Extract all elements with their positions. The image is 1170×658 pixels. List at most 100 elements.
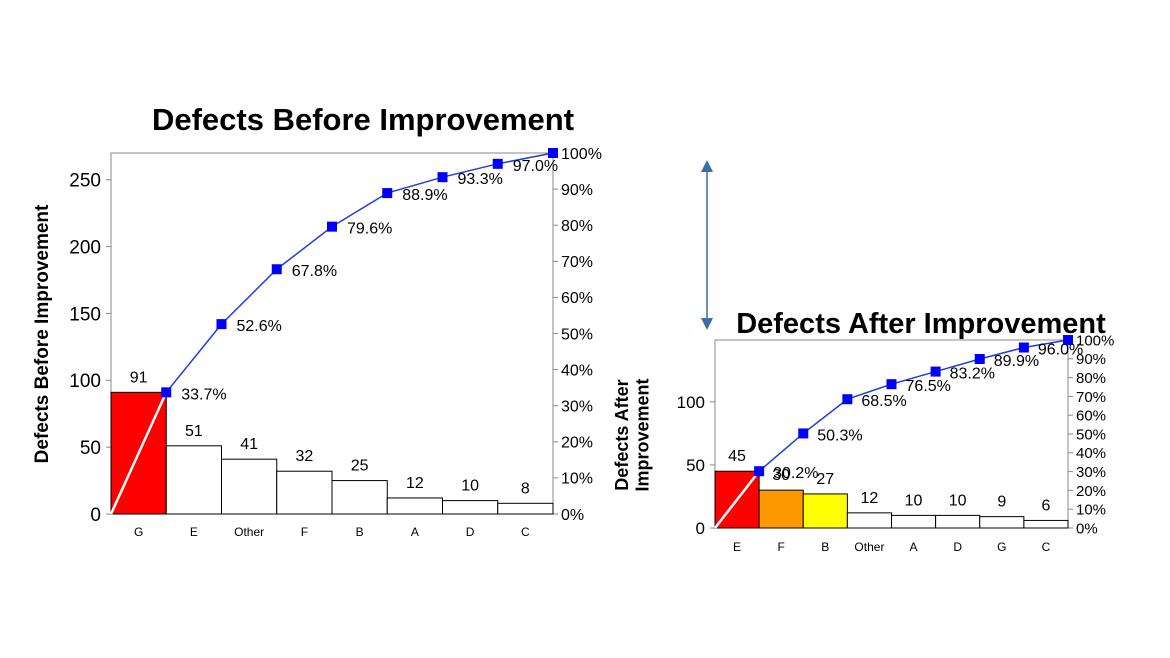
- cumulative-percent-label: 68.5%: [861, 393, 906, 410]
- cumulative-percent-label: 97.0%: [513, 158, 558, 175]
- bar-b: [331, 480, 388, 515]
- cumulative-marker: [548, 148, 558, 158]
- y2-tick-label: 50%: [561, 326, 593, 343]
- category-label: D: [466, 525, 475, 539]
- cumulative-marker: [974, 353, 985, 364]
- cumulative-percent-label: 52.6%: [237, 318, 282, 335]
- y-tick-label: 200: [69, 237, 101, 258]
- category-label: G: [134, 525, 143, 539]
- cumulative-line: [165, 152, 554, 393]
- bar-c: [497, 502, 554, 515]
- cumulative-marker: [161, 387, 172, 398]
- cumulative-marker: [930, 366, 941, 377]
- cumulative-line: [758, 339, 1069, 472]
- y-tick-label: 0: [696, 519, 705, 538]
- cumulative-percent-label: 89.9%: [994, 353, 1039, 370]
- y2-tick-label: 10%: [1076, 502, 1106, 519]
- category-label: C: [1042, 540, 1051, 554]
- bar-value-label: 32: [295, 448, 313, 465]
- cumulative-marker: [492, 158, 503, 169]
- cumulative-marker: [842, 394, 853, 405]
- category-label: C: [521, 525, 530, 539]
- y2-tick-label: 20%: [1076, 483, 1106, 500]
- chart-title: Defects After Improvement: [736, 308, 1106, 340]
- y2-tick-label: 100%: [1076, 332, 1114, 349]
- cumulative-marker: [886, 379, 897, 390]
- arrow-head-down: [701, 318, 713, 330]
- cumulative-percent-label: 76.5%: [906, 378, 951, 395]
- y-axis-label: Defects AfterImprovement: [612, 378, 653, 491]
- bar-value-label: 91: [130, 369, 148, 386]
- y2-tick-label: 30%: [1076, 464, 1106, 481]
- bar-value-label: 9: [997, 494, 1006, 511]
- y-tick-label: 100: [677, 393, 705, 412]
- cumulative-percent-label: 30.2%: [773, 465, 818, 482]
- category-label: A: [411, 525, 419, 539]
- cumulative-percent-label: 83.2%: [950, 366, 995, 383]
- y-axis-label: Defects Before Improvement: [32, 204, 53, 463]
- category-label: B: [356, 525, 364, 539]
- category-label: B: [821, 540, 829, 554]
- bar-value-label: 6: [1041, 497, 1050, 514]
- bar-value-label: 8: [521, 480, 530, 497]
- bar-value-label: 10: [461, 478, 479, 495]
- cumulative-start-segment: [714, 470, 761, 529]
- cumulative-marker: [327, 221, 337, 232]
- category-label: F: [301, 525, 308, 539]
- cumulative-marker: [437, 172, 448, 183]
- bar-other: [221, 458, 278, 515]
- bar-value-label: 25: [351, 458, 369, 475]
- category-label: D: [953, 540, 962, 554]
- chart-title: Defects Before Improvement: [152, 102, 574, 137]
- cumulative-percent-label: 93.3%: [458, 171, 503, 188]
- bar-value-label: 12: [406, 475, 424, 492]
- category-label: A: [910, 540, 918, 554]
- y2-tick-label: 80%: [1076, 370, 1106, 387]
- y2-tick-label: 50%: [1076, 426, 1106, 443]
- y2-tick-label: 90%: [561, 182, 593, 199]
- bar-d: [935, 514, 981, 529]
- y2-tick-label: 80%: [561, 218, 593, 235]
- y2-tick-label: 40%: [1076, 445, 1106, 462]
- cumulative-percent-label: 96.0%: [1038, 342, 1083, 359]
- chart-after: Defects After Improvement 0 50 100 0%10% 20% 3…: [612, 308, 1114, 554]
- bar-g: [979, 516, 1025, 529]
- bar-value-label: 30: [772, 467, 790, 484]
- cumulative-percent-label: 67.8%: [292, 263, 337, 280]
- cumulative-marker: [798, 428, 809, 439]
- y-tick-label: 50: [686, 456, 705, 475]
- bar-value-label: 27: [816, 471, 834, 488]
- y2-tick-label: 0%: [561, 507, 584, 524]
- y2-tick-label: 60%: [1076, 408, 1106, 425]
- bar-value-label: 45: [728, 448, 746, 465]
- cumulative-marker: [382, 188, 393, 199]
- cumulative-start-segment: [109, 391, 168, 515]
- bar-value-label: 51: [185, 423, 203, 440]
- y2-tick-label: 0%: [1076, 520, 1098, 537]
- y2-tick-label: 70%: [1076, 389, 1106, 406]
- category-label: G: [997, 540, 1006, 554]
- bar-f: [758, 489, 804, 529]
- bar-e: [165, 445, 222, 515]
- y2-tick-label: 70%: [561, 254, 593, 271]
- cumulative-marker: [271, 264, 282, 275]
- category-label: F: [778, 540, 785, 554]
- bar-value-label: 12: [861, 490, 879, 507]
- category-label: E: [190, 525, 198, 539]
- chart-before: Defects Before Improvement 0 50 100 150 200 25…: [32, 102, 602, 539]
- y2-tick-label: 10%: [561, 471, 593, 488]
- cumulative-marker: [1018, 342, 1029, 353]
- category-label: Other: [234, 525, 264, 539]
- cumulative-percent-label: 88.9%: [402, 187, 447, 204]
- cumulative-marker: [216, 319, 227, 330]
- y-tick-label: 100: [69, 371, 101, 392]
- cumulative-percent-label: 33.7%: [181, 386, 226, 403]
- bar-a: [891, 514, 937, 529]
- arrow-head-up: [701, 160, 713, 172]
- y2-tick-label: 60%: [561, 290, 593, 307]
- bar-f: [276, 470, 333, 515]
- bar-value-label: 10: [949, 492, 967, 509]
- y-tick-label: 150: [69, 304, 101, 325]
- comparison-arrow: [701, 160, 713, 330]
- y2-tick-label: 100%: [561, 146, 602, 163]
